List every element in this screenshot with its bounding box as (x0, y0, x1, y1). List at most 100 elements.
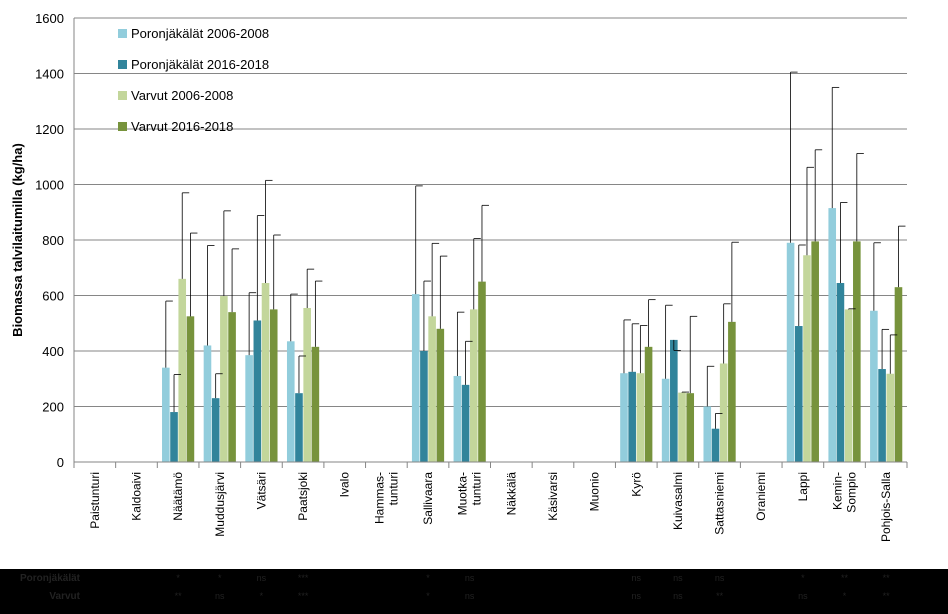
bar (644, 346, 653, 462)
category-label: Muddusjärvi (213, 472, 227, 537)
legend: Poronjäkälät 2006-2008 Poronjäkälät 2016-… (118, 26, 269, 134)
bar (811, 241, 819, 462)
chart-frame: 0 200 400 600 800 1000 1200 1400 1600 Paistuntur… (0, 0, 948, 569)
bar (178, 278, 187, 462)
significance-mark: ** (175, 591, 183, 601)
category-label: Näätämö (171, 472, 185, 521)
category-label: Vätsäri (254, 472, 268, 509)
bar (420, 351, 428, 462)
bar (311, 346, 320, 462)
significance-mark: * (426, 573, 430, 583)
category-label: Sallivaara (421, 472, 435, 525)
bar (670, 339, 678, 462)
bar (794, 326, 803, 462)
category-label: tunturi (470, 472, 484, 505)
y-tick-label: 1400 (35, 67, 64, 82)
y-axis-ticks: 0 200 400 600 800 1000 1200 1400 1600 (35, 11, 64, 470)
bar (261, 283, 270, 462)
y-tick-label: 1600 (35, 11, 64, 26)
legend-label: Varvut 2016-2018 (131, 119, 233, 134)
significance-mark: ns (673, 591, 683, 601)
significance-mark: * (176, 573, 180, 583)
bar (628, 371, 636, 462)
bar (703, 406, 712, 462)
bar (228, 312, 236, 462)
category-label: Näkkälä (504, 472, 518, 516)
category-label: Paistunturi (88, 472, 102, 529)
biomass-chart: 0 200 400 600 800 1000 1200 1400 1600 Paistuntur… (10, 11, 908, 542)
bar (686, 393, 695, 462)
significance-mark: *** (298, 573, 309, 583)
category-label: Kaldoaivi (129, 472, 143, 521)
bar (269, 309, 278, 462)
y-tick-label: 600 (42, 289, 64, 304)
significance-mark: ** (883, 591, 891, 601)
legend-swatch (118, 29, 127, 38)
bar (786, 242, 795, 462)
category-label: Kuivasalmi (671, 472, 685, 530)
significance-mark: ns (715, 573, 725, 583)
bar (828, 208, 837, 462)
significance-row-label: Poronjäkälät (20, 573, 81, 584)
significance-mark: *** (298, 591, 309, 601)
y-tick-label: 0 (57, 455, 64, 470)
bar (636, 373, 645, 462)
significance-mark: * (260, 591, 264, 601)
y-tick-label: 1200 (35, 122, 64, 137)
bar (836, 283, 845, 462)
bar (478, 281, 486, 462)
bar (220, 296, 228, 462)
bar (469, 309, 478, 462)
legend-label: Varvut 2006-2008 (131, 88, 233, 103)
bar (719, 363, 728, 462)
error-bars (165, 71, 906, 429)
bar (870, 310, 878, 462)
significance-mark: * (843, 591, 847, 601)
bar (203, 345, 212, 462)
significance-mark: ** (883, 573, 891, 583)
bar (661, 378, 670, 462)
bar (170, 412, 178, 462)
significance-mark: ns (673, 573, 683, 583)
bar (728, 321, 736, 462)
y-tick-label: 200 (42, 400, 64, 415)
category-label: Käsivarsi (546, 472, 560, 521)
significance-table: Poronjäkälät * * ns *** * ns ns ns ns * ** **Varvut *… (20, 573, 891, 602)
bar (678, 392, 686, 462)
bar (428, 316, 436, 462)
significance-mark: ns (465, 591, 475, 601)
legend-swatch (118, 91, 127, 100)
bar (286, 341, 295, 462)
category-label: Oraniemi (754, 472, 768, 521)
bar (162, 367, 170, 462)
category-labels: Paistunturi Kaldoaivi Näätämö Muddusjärvi Vä… (88, 472, 893, 542)
significance-mark: ns (257, 573, 267, 583)
category-label: Pohjois-Salla (879, 472, 893, 542)
significance-mark: ns (215, 591, 225, 601)
bar (453, 375, 462, 462)
bar (620, 373, 628, 462)
significance-mark: * (801, 573, 805, 583)
category-label: tunturi (386, 472, 400, 505)
bars (162, 208, 903, 462)
category-label: Sattasniemi (713, 472, 727, 535)
significance-mark: ns (798, 591, 808, 601)
category-label: Kemin- (831, 472, 845, 510)
legend-swatch (118, 60, 127, 69)
bar (436, 328, 445, 462)
gridlines (74, 17, 907, 407)
y-tick-label: 400 (42, 344, 64, 359)
bar (886, 373, 895, 462)
bar (245, 355, 253, 462)
category-label: Lappi (796, 472, 810, 501)
significance-mark: * (218, 573, 222, 583)
y-axis-label: Biomassa talvilaitumilla (kg/ha) (10, 143, 25, 337)
bar (711, 428, 720, 462)
legend-swatch (118, 122, 127, 131)
category-label: Muonio (588, 472, 602, 512)
significance-row-label: Varvut (49, 591, 80, 602)
category-label: Paatsjoki (296, 472, 310, 521)
bar (803, 255, 811, 462)
significance-mark: * (426, 591, 430, 601)
significance-mark: ns (465, 573, 475, 583)
